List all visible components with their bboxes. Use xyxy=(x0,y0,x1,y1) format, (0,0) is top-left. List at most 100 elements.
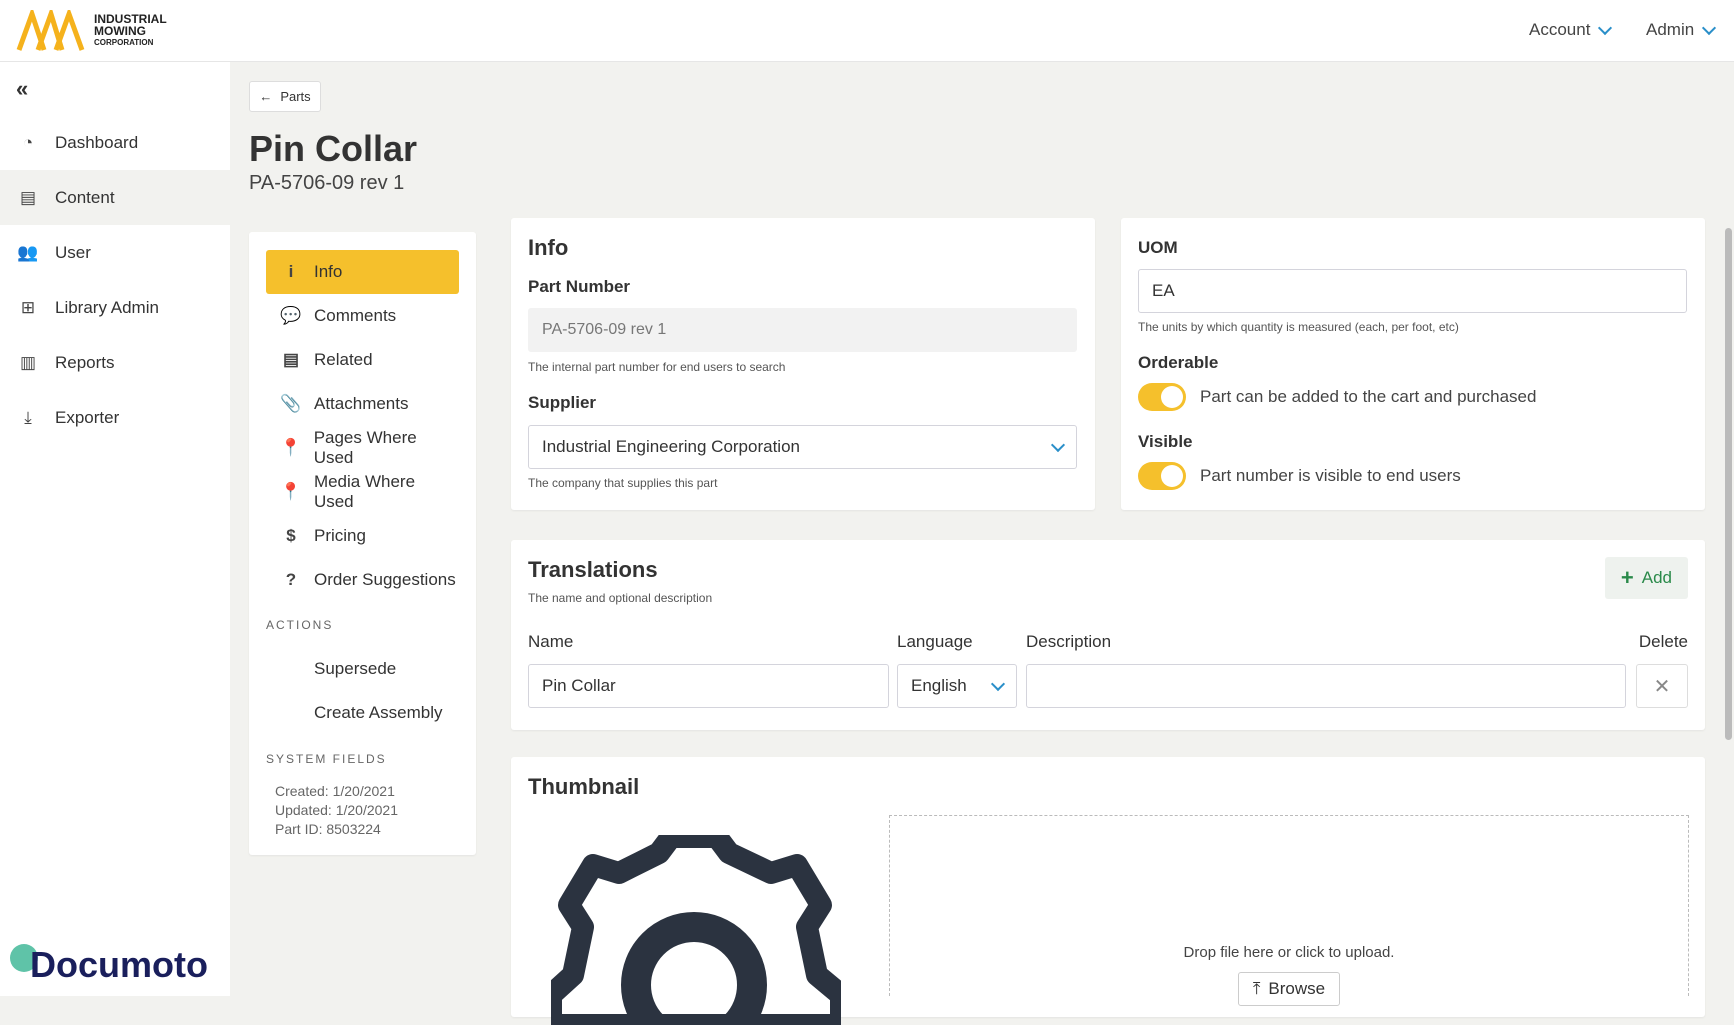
scrollbar[interactable] xyxy=(1725,228,1732,740)
orderable-text: Part can be added to the cart and purcha… xyxy=(1200,387,1537,406)
translation-language-select[interactable]: English xyxy=(897,664,1017,708)
system-fields: Created: 1/20/2021 Updated: 1/20/2021 Part… xyxy=(275,783,398,837)
sidebar-item-label: Exporter xyxy=(55,407,120,427)
nav-item-label: Info xyxy=(314,262,343,281)
nav-item-info[interactable]: i Info xyxy=(266,250,459,294)
bar-chart-icon: ▥ xyxy=(19,352,37,372)
translation-description-input[interactable] xyxy=(1026,664,1626,708)
upload-icon: ⤒ xyxy=(1252,979,1261,998)
sidebar-item-label: Library Admin xyxy=(55,297,159,317)
add-translation-button[interactable]: + Add xyxy=(1604,557,1688,599)
arrow-left-icon: ← xyxy=(259,89,273,104)
visible-label: Visible xyxy=(1138,432,1193,451)
part-number-field[interactable]: PA-5706-09 rev 1 xyxy=(528,308,1077,352)
nav-item-order-suggestions[interactable]: ? Order Suggestions xyxy=(266,558,459,602)
nav-item-attachments[interactable]: 📎 Attachments xyxy=(266,382,459,426)
drop-text: Drop file here or click to upload. xyxy=(1183,944,1395,961)
translations-hint: The name and optional description xyxy=(528,591,713,605)
admin-menu[interactable]: Admin xyxy=(1646,20,1717,40)
nav-item-label: Pricing xyxy=(314,526,366,545)
nav-item-label: Related xyxy=(314,350,373,369)
col-language: Language xyxy=(897,632,973,651)
comments-icon: 💬 xyxy=(280,306,302,325)
sidebar-item-label: User xyxy=(55,242,91,262)
sidebar-item-content[interactable]: ▤ Content xyxy=(0,170,230,225)
sidebar-item-exporter[interactable]: ⤓ Exporter xyxy=(0,390,230,445)
documoto-logo: Documoto xyxy=(10,944,208,986)
sidebar-item-reports[interactable]: ▥ Reports xyxy=(0,335,230,390)
orderable-toggle[interactable] xyxy=(1138,383,1186,411)
translation-name-input[interactable]: Pin Collar xyxy=(528,664,889,708)
col-description: Description xyxy=(1026,632,1112,651)
part-number-hint: The internal part number for end users t… xyxy=(528,360,786,374)
map-marker-icon: 📍 xyxy=(280,482,302,501)
dollar-icon: $ xyxy=(286,526,296,545)
nav-item-label: Media Where Used xyxy=(313,472,416,511)
uom-hint: The units by which quantity is measured … xyxy=(1138,320,1459,334)
nav-item-media-where-used[interactable]: 📍 Media Where Used xyxy=(266,470,459,514)
col-name: Name xyxy=(528,632,574,651)
nav-item-related[interactable]: ▤ Related xyxy=(266,338,459,382)
uom-card: UOM EA The units by which quantity is me… xyxy=(1121,218,1705,510)
sidebar-item-label: Content xyxy=(55,187,115,207)
upload-dropzone[interactable]: Drop file here or click to upload. ⤒ Brow… xyxy=(889,815,1689,1006)
nav-item-pricing[interactable]: $ Pricing xyxy=(266,514,459,558)
nav-item-comments[interactable]: 💬 Comments xyxy=(266,294,459,338)
close-icon: ✕ xyxy=(1653,675,1671,698)
nav-item-label: Order Suggestions xyxy=(314,570,456,589)
page-title: Pin Collar xyxy=(249,128,418,169)
visible-toggle[interactable] xyxy=(1138,462,1186,490)
chevron-down-icon xyxy=(1702,20,1717,35)
info-heading: Info xyxy=(528,235,569,260)
back-to-parts-button[interactable]: ← Parts xyxy=(249,81,321,112)
sidebar-item-dashboard[interactable]: ◔ Dashboard xyxy=(0,115,230,170)
sidebar-item-label: Dashboard xyxy=(55,132,139,152)
info-card: Info Part Number PA-5706-09 rev 1 The in… xyxy=(511,218,1095,510)
map-marker-icon: 📍 xyxy=(280,438,302,457)
gear-icon xyxy=(10,944,38,972)
visible-text: Part number is visible to end users xyxy=(1200,466,1461,485)
nav-item-label: Attachments xyxy=(314,394,409,413)
thumbnail-heading: Thumbnail xyxy=(528,774,640,799)
account-menu[interactable]: Account xyxy=(1529,20,1613,40)
translations-card: Translations The name and optional descr… xyxy=(511,540,1705,730)
nav-item-label: Comments xyxy=(314,306,397,325)
supplier-label: Supplier xyxy=(528,393,597,412)
question-icon: ? xyxy=(285,570,297,589)
chevron-down-icon xyxy=(1050,437,1066,452)
top-header: INDUSTRIAL MOWING CORPORATION Account Admi… xyxy=(0,0,1734,62)
users-icon: 👥 xyxy=(17,242,39,262)
chevron-down-icon xyxy=(1598,20,1613,35)
orderable-label: Orderable xyxy=(1138,353,1219,372)
supplier-select[interactable]: Industrial Engineering Corporation xyxy=(528,425,1077,469)
system-fields-heading: SYSTEM FIELDS xyxy=(266,752,387,766)
book-icon: ▤ xyxy=(282,350,300,369)
delete-translation-button[interactable]: ✕ xyxy=(1636,664,1688,708)
collapse-sidebar-icon[interactable]: « xyxy=(16,76,29,101)
uom-field[interactable]: EA xyxy=(1138,269,1687,313)
create-assembly-action[interactable]: Create Assembly xyxy=(314,703,443,722)
book-icon: ▤ xyxy=(19,187,37,207)
info-icon: i xyxy=(288,262,294,281)
col-delete: Delete xyxy=(1638,632,1688,651)
page-subtitle: PA-5706-09 rev 1 xyxy=(249,172,405,194)
company-logo: INDUSTRIAL MOWING CORPORATION xyxy=(16,10,167,52)
supersede-action[interactable]: Supersede xyxy=(314,659,397,678)
actions-heading: ACTIONS xyxy=(266,618,334,632)
supplier-hint: The company that supplies this part xyxy=(528,476,718,490)
uom-label: UOM xyxy=(1138,238,1178,257)
paperclip-icon: 📎 xyxy=(280,394,302,413)
nav-item-pages-where-used[interactable]: 📍 Pages Where Used xyxy=(266,426,459,470)
part-number-label: Part Number xyxy=(528,277,631,296)
plus-icon: + xyxy=(1620,565,1634,590)
thumbnail-gear-icon xyxy=(551,835,841,1025)
download-icon: ⤓ xyxy=(24,407,32,427)
part-nav: i Info 💬 Comments ▤ Related 📎 Attachments 📍 Pages… xyxy=(249,232,476,855)
sidebar-item-library-admin[interactable]: ⊞ Library Admin xyxy=(0,280,230,335)
gauge-icon: ◔ xyxy=(22,132,34,152)
mowing-logo-icon xyxy=(16,10,85,51)
browse-button[interactable]: ⤒ Browse xyxy=(1237,972,1341,1006)
thumbnail-card: Thumbnail xyxy=(511,757,1705,1025)
sidebar-item-user[interactable]: 👥 User xyxy=(0,225,230,280)
sitemap-icon: ⊞ xyxy=(20,297,36,317)
